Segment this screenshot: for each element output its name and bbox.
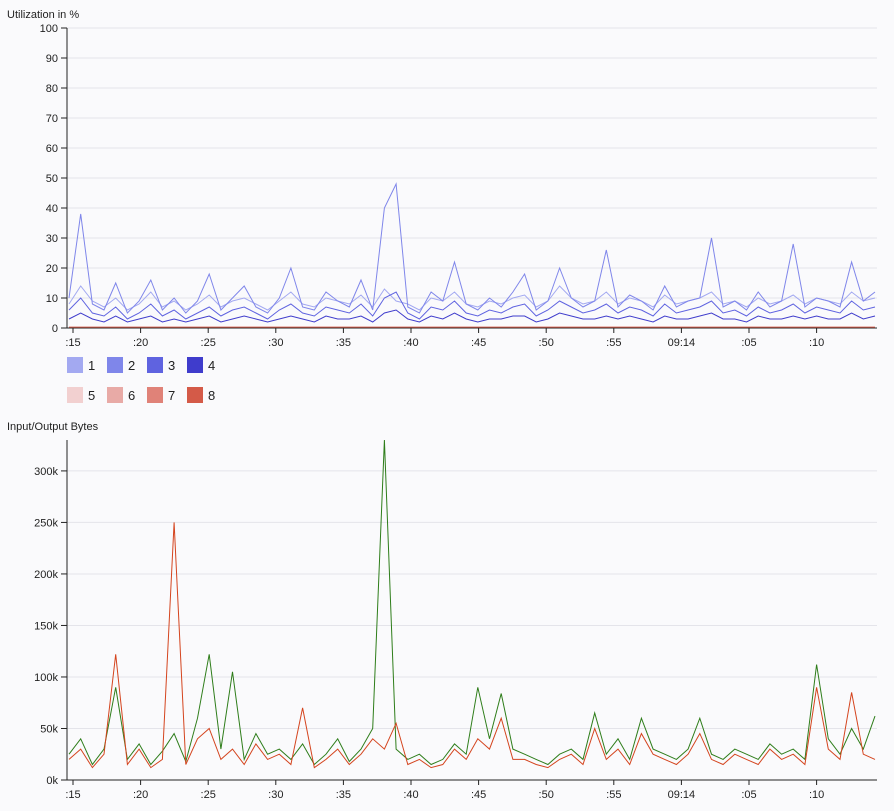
utilization-chart-title: Utilization in % xyxy=(7,9,80,21)
io-xtick-label: :10 xyxy=(809,789,824,801)
io-xtick-label: :35 xyxy=(336,789,351,801)
legend-item-5: 5 xyxy=(67,387,107,403)
utilization-ytick-label: 90 xyxy=(46,53,58,65)
utilization-series-line-2 xyxy=(68,182,876,314)
io-ytick-label: 50k xyxy=(40,723,58,735)
utilization-ytick-label: 40 xyxy=(46,203,58,215)
utilization-series-line-4 xyxy=(68,309,876,323)
io-xtick-label: :20 xyxy=(133,789,148,801)
io-ytick-label: 100k xyxy=(34,672,58,684)
io-xtick-label: 09:14 xyxy=(668,789,696,801)
utilization-series-line-3 xyxy=(68,291,876,320)
utilization-xtick-label: :35 xyxy=(336,337,351,349)
io-chart-title: Input/Output Bytes xyxy=(7,421,99,433)
legend-swatch xyxy=(67,357,83,373)
legend-label: 3 xyxy=(168,357,176,373)
io-xtick-label: :25 xyxy=(201,789,216,801)
utilization-ytick-label: 10 xyxy=(46,293,58,305)
utilization-series-line-1 xyxy=(68,285,876,311)
legend-swatch xyxy=(187,387,203,403)
legend-swatch xyxy=(147,387,163,403)
legend-label: 4 xyxy=(208,357,216,373)
legend-swatch xyxy=(187,357,203,373)
legend-label: 5 xyxy=(88,387,96,403)
io-xtick-label: :45 xyxy=(471,789,486,801)
utilization-xtick-label: :20 xyxy=(133,337,148,349)
utilization-legend: 1 2 3 4 5 6 7 8 xyxy=(67,357,227,403)
utilization-xtick-label: :40 xyxy=(403,337,418,349)
utilization-xtick-label: :45 xyxy=(471,337,486,349)
utilization-ytick-label: 30 xyxy=(46,233,58,245)
io-xtick-label: :05 xyxy=(741,789,756,801)
io-ytick-label: 150k xyxy=(34,620,58,632)
legend-item-6: 6 xyxy=(107,387,147,403)
io-ytick-label: 0k xyxy=(46,775,58,787)
utilization-ytick-label: 60 xyxy=(46,143,58,155)
legend-swatch xyxy=(107,357,123,373)
legend-swatch xyxy=(147,357,163,373)
utilization-ytick-label: 100 xyxy=(40,23,58,35)
legend-item-4: 4 xyxy=(187,357,227,373)
utilization-xtick-label: :15 xyxy=(65,337,80,349)
utilization-ytick-label: 0 xyxy=(52,323,58,335)
io-series-line-1 xyxy=(68,439,876,766)
legend-label: 8 xyxy=(208,387,216,403)
legend-swatch xyxy=(107,387,123,403)
io-xtick-label: :30 xyxy=(268,789,283,801)
utilization-ytick-label: 20 xyxy=(46,263,58,275)
utilization-xtick-label: :30 xyxy=(268,337,283,349)
legend-label: 2 xyxy=(128,357,136,373)
utilization-xtick-label: :50 xyxy=(539,337,554,349)
utilization-ytick-label: 70 xyxy=(46,113,58,125)
io-bytes-chart: 0k 50k 100k 150k 200k 250k 300k :15 :20 :25 :30 :35… xyxy=(34,439,877,801)
utilization-xtick-label: :25 xyxy=(201,337,216,349)
legend-item-7: 7 xyxy=(147,387,187,403)
io-ytick-label: 200k xyxy=(34,569,58,581)
utilization-xtick-label: 09:14 xyxy=(668,337,696,349)
io-xtick-label: :40 xyxy=(403,789,418,801)
legend-item-3: 3 xyxy=(147,357,187,373)
io-xtick-label: :55 xyxy=(606,789,621,801)
io-xtick-label: :15 xyxy=(65,789,80,801)
utilization-chart: 0 10 20 30 40 50 60 70 80 90 100 :15 :20 :25 :30 :35 :40… xyxy=(40,23,877,349)
legend-label: 6 xyxy=(128,387,136,403)
utilization-ytick-label: 80 xyxy=(46,83,58,95)
legend-label: 1 xyxy=(88,357,96,373)
legend-item-2: 2 xyxy=(107,357,147,373)
legend-label: 7 xyxy=(168,387,176,403)
utilization-ytick-label: 50 xyxy=(46,173,58,185)
utilization-xtick-label: :05 xyxy=(741,337,756,349)
io-ytick-label: 250k xyxy=(34,517,58,529)
legend-item-1: 1 xyxy=(67,357,107,373)
io-xtick-label: :50 xyxy=(539,789,554,801)
utilization-xtick-label: :55 xyxy=(606,337,621,349)
io-ytick-label: 300k xyxy=(34,466,58,478)
utilization-xtick-label: :10 xyxy=(809,337,824,349)
legend-item-8: 8 xyxy=(187,387,227,403)
io-series-line-2 xyxy=(68,522,876,769)
legend-swatch xyxy=(67,387,83,403)
